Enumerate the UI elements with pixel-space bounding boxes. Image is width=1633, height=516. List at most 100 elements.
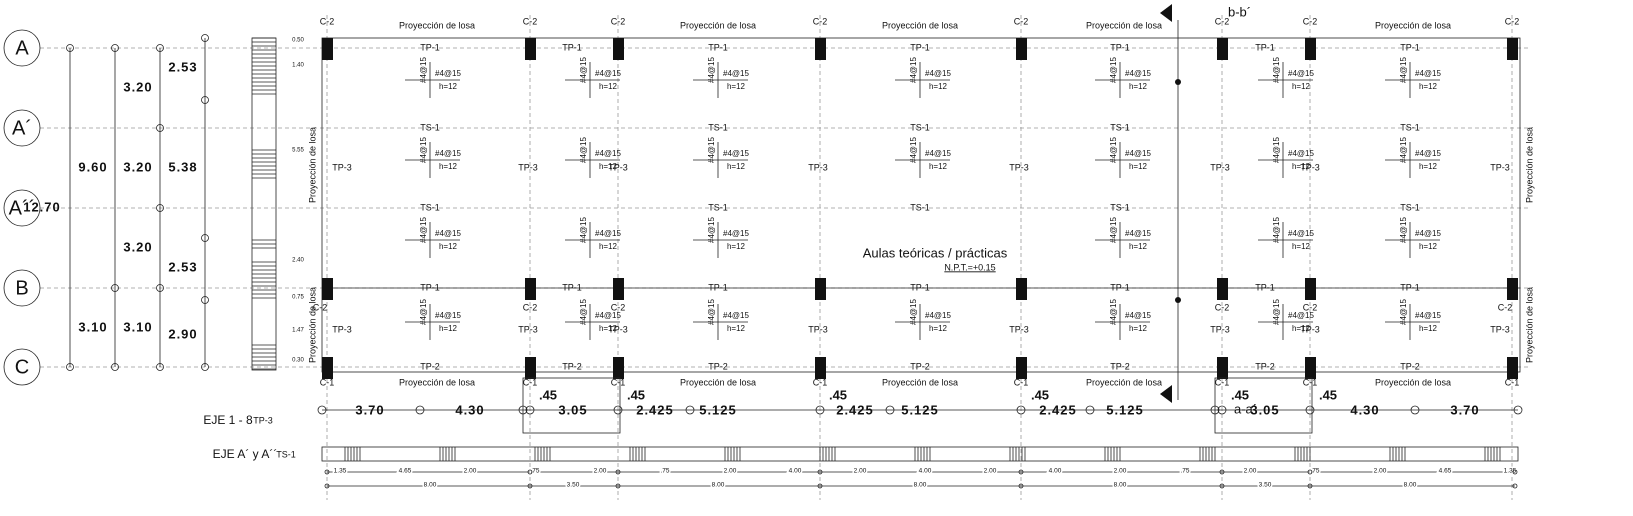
beam-label: TP-1 (562, 282, 582, 292)
column (1016, 278, 1027, 300)
column (1217, 278, 1228, 300)
slab-rebar: #4@15 (707, 298, 716, 324)
axis-label: A´´ (9, 197, 36, 219)
detail-dim: .75 (1310, 468, 1319, 475)
slab-rebar: #4@15 (579, 56, 588, 82)
axis-bubble (3, 189, 41, 227)
slab-thickness: h=12 (1129, 324, 1148, 333)
column (613, 278, 624, 300)
slab-thickness: h=12 (1419, 162, 1438, 171)
slab-rebar: #4@15 (1109, 56, 1118, 82)
detail-title: EJE 1 - 8 (203, 413, 253, 427)
dim-node (1513, 405, 1523, 415)
beam-label: TS-1 (708, 202, 728, 212)
slab-thickness: h=12 (1129, 242, 1148, 251)
beam-label: TS-1 (1400, 202, 1420, 212)
detail-dim: 4.65 (399, 468, 412, 475)
beam-label: TS-1 (1110, 202, 1130, 212)
column (815, 38, 826, 60)
slab-rebar: #4@15 (909, 136, 918, 162)
beam-label: TP-1 (1400, 282, 1420, 292)
slab-rebar: #4@15 (1272, 216, 1281, 242)
column-label: C-2 (523, 302, 538, 312)
slab-rebar: #4@15 (925, 69, 951, 78)
slab-rebar: #4@15 (1272, 298, 1281, 324)
dim-node (527, 469, 533, 475)
dim-second: 3.10 (78, 319, 107, 334)
slab-thickness: h=12 (1292, 82, 1311, 91)
beam-label: TP-3 (608, 324, 628, 334)
dim-node (815, 405, 825, 415)
beam-label: TP-1 (562, 42, 582, 52)
dim-node (156, 44, 164, 52)
point (1175, 79, 1181, 85)
beam-label: TP-2 (1400, 361, 1420, 371)
column-label: C-2 (1014, 16, 1029, 26)
detail-beam: TS-1 (276, 449, 296, 459)
slab-rebar: #4@15 (1125, 229, 1151, 238)
column (815, 357, 826, 379)
beam-label: TP-3 (518, 162, 538, 172)
column-label: C-1 (1505, 377, 1520, 387)
dim-node (415, 405, 425, 415)
offset-dim: .45 (829, 387, 847, 402)
beam-label: TP-2 (1110, 361, 1130, 371)
column-label: C-1 (1215, 377, 1230, 387)
beam-label: TS-1 (910, 122, 930, 132)
dim-node (156, 363, 164, 371)
column-label: C-2 (611, 16, 626, 26)
slab-projection: Proyección de losa (399, 377, 475, 387)
beam-strip (321, 446, 1519, 462)
detail-dim: 8.00 (1114, 482, 1127, 489)
slab-rebar: #4@15 (579, 136, 588, 162)
slab-rebar: #4@15 (1415, 69, 1441, 78)
dim-node (1085, 405, 1095, 415)
slab-rebar: #4@15 (1272, 136, 1281, 162)
detail-dim: 2.00 (984, 468, 997, 475)
bottom-dim: 5.125 (1106, 402, 1144, 417)
bottom-dim: 3.70 (355, 402, 384, 417)
column-label: C-1 (523, 377, 538, 387)
dim-node (1307, 483, 1313, 489)
column-label: C-1 (813, 377, 828, 387)
slab-rebar: #4@15 (435, 149, 461, 158)
dim-fourth: 2.53 (168, 59, 197, 74)
room-level: N.P.T.=+0.15 (944, 262, 995, 272)
slab-rebar: #4@15 (419, 56, 428, 82)
beam-label: TP-2 (1255, 361, 1275, 371)
slab-projection: Proyección de losa (307, 287, 317, 363)
slab-rebar: #4@15 (579, 216, 588, 242)
detail-dim: .75 (530, 468, 539, 475)
slab-thickness: h=12 (1419, 324, 1438, 333)
dim-node (685, 405, 695, 415)
slab-rebar: #4@15 (1109, 216, 1118, 242)
bottom-dim: 3.05 (558, 402, 587, 417)
slab-rebar: #4@15 (595, 149, 621, 158)
slab-thickness: h=12 (929, 324, 948, 333)
beam-label: TP-1 (910, 42, 930, 52)
beam-label: TP-3 (1009, 162, 1029, 172)
slab-rebar: #4@15 (1288, 149, 1314, 158)
beam-label: TP-1 (910, 282, 930, 292)
detail-dim: 8.00 (1404, 482, 1417, 489)
slab-rebar: #4@15 (1399, 136, 1408, 162)
slab-rebar: #4@15 (435, 311, 461, 320)
slab-rebar: #4@15 (925, 311, 951, 320)
column (1217, 38, 1228, 60)
slab-thickness: h=12 (1419, 242, 1438, 251)
dim-node (111, 363, 119, 371)
stirrup-dim: 0.50 (292, 38, 304, 44)
slab-projection: Proyección de losa (1086, 377, 1162, 387)
slab-projection: Proyección de losa (680, 20, 756, 30)
beam-label: TP-3 (332, 324, 352, 334)
slab-thickness: h=12 (599, 324, 618, 333)
dim-third: 3.10 (123, 319, 152, 334)
axis-label: B (15, 277, 28, 299)
slab-thickness: h=12 (599, 242, 618, 251)
column (815, 278, 826, 300)
beam-label: TP-3 (1009, 324, 1029, 334)
detail-dim: 2.00 (1244, 468, 1257, 475)
column (613, 38, 624, 60)
column-label: C-1 (1303, 377, 1318, 387)
